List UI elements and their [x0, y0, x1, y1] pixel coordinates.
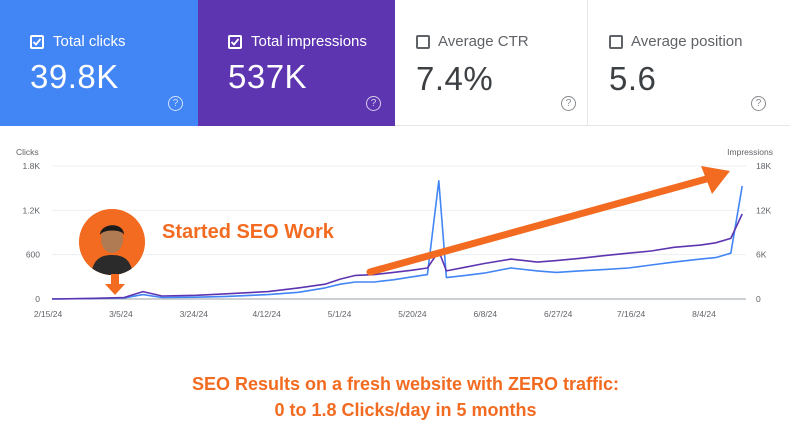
metric-value: 5.6 [609, 60, 657, 97]
y-right-tick-label: 12K [756, 205, 771, 215]
x-tick-label: 6/8/24 [474, 309, 498, 319]
metric-cards: Total clicks 39.8K ? Total impressions 5… [0, 0, 790, 126]
y-right-tick-label: 6K [756, 250, 767, 260]
chart-labels: 0 0 600 6K 1.2K 12K 1.8K 18K Clicks Impressions 2/… [16, 147, 773, 319]
metric-value: 537K [228, 58, 308, 95]
y-left-tick-label: 1.2K [23, 205, 41, 215]
metric-label: Average position [631, 33, 743, 50]
checkbox-unchecked-icon[interactable] [416, 35, 430, 49]
trend-arrow [366, 166, 730, 276]
help-icon[interactable]: ? [366, 96, 381, 111]
caption-line-2: 0 to 1.8 Clicks/day in 5 months [274, 400, 537, 420]
x-tick-label: 3/5/24 [109, 309, 133, 319]
x-tick-label: 4/12/24 [252, 309, 281, 319]
help-icon[interactable]: ? [168, 96, 183, 111]
metric-card-average-ctr[interactable]: Average CTR 7.4% ? [395, 0, 588, 126]
person-photo-icon [79, 209, 145, 275]
metric-label: Total clicks [53, 33, 126, 50]
help-icon[interactable]: ? [561, 96, 576, 111]
metric-value: 7.4% [416, 60, 494, 97]
y-left-tick-label: 600 [26, 250, 40, 260]
chart-series [51, 180, 743, 300]
y-right-tick-label: 18K [756, 161, 771, 171]
chart-grid [52, 165, 746, 300]
trend-arrow-head-icon [701, 166, 730, 194]
metric-card-average-position[interactable]: Average position 5.6 ? [588, 0, 790, 126]
avatar [79, 209, 145, 275]
annotation-label: Started SEO Work [162, 221, 334, 243]
x-tick-label: 5/20/24 [398, 309, 427, 319]
y-right-axis-title: Impressions [727, 147, 773, 157]
x-tick-label: 5/1/24 [328, 309, 352, 319]
metric-card-total-impressions[interactable]: Total impressions 537K ? [198, 0, 395, 126]
x-tick-label: 7/16/24 [617, 309, 646, 319]
caption-line-1: SEO Results on a fresh website with ZERO… [191, 374, 620, 394]
x-tick-label: 8/4/24 [692, 309, 716, 319]
y-left-tick-label: 1.8K [23, 161, 41, 171]
performance-chart: 0 0 600 6K 1.2K 12K 1.8K 18K Clicks Impressions 2/… [4, 138, 775, 338]
help-icon[interactable]: ? [751, 96, 766, 111]
line-chart: 0 0 600 6K 1.2K 12K 1.8K 18K Clicks Impressions 2/… [16, 147, 773, 319]
metric-value: 39.8K [30, 58, 119, 95]
checkbox-unchecked-icon[interactable] [609, 35, 623, 49]
y-left-tick-label: 0 [35, 294, 40, 304]
metric-card-total-clicks[interactable]: Total clicks 39.8K ? [0, 0, 198, 126]
down-arrow-icon [105, 274, 125, 295]
y-right-tick-label: 0 [756, 294, 761, 304]
checkbox-checked-icon[interactable] [228, 35, 242, 49]
x-tick-label: 2/15/24 [34, 309, 63, 319]
checkbox-checked-icon[interactable] [30, 35, 44, 49]
x-tick-label: 6/27/24 [544, 309, 573, 319]
y-left-axis-title: Clicks [16, 147, 39, 157]
metric-label: Average CTR [438, 33, 529, 50]
series-line-clicks [51, 180, 743, 300]
series-line-impressions [51, 213, 743, 300]
metric-label: Total impressions [251, 33, 367, 50]
trend-arrow-shaft [366, 174, 714, 276]
x-tick-label: 3/24/24 [180, 309, 209, 319]
